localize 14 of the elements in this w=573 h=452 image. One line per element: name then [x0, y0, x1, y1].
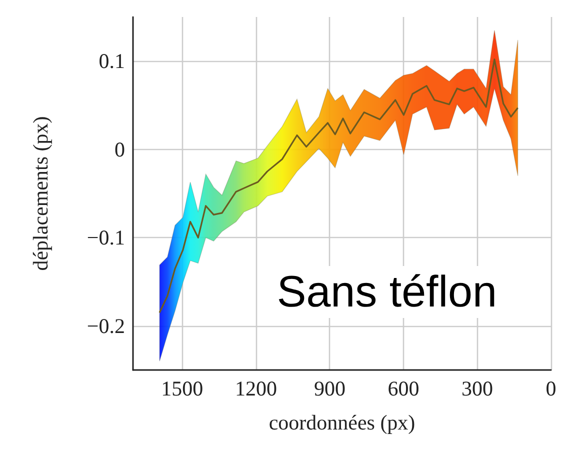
y-tick-label: 0	[114, 137, 125, 162]
y-tick-label: −0.2	[86, 314, 125, 338]
y-axis-title: déplacements (px)	[28, 116, 52, 271]
x-tick-label: 900	[314, 376, 346, 400]
line-series	[158, 58, 519, 314]
y-tick-label: −0.1	[86, 226, 125, 250]
x-tick-label: 1500	[161, 376, 204, 400]
annotation: Sans téflon	[276, 268, 498, 316]
x-tick-label: 300	[461, 376, 493, 400]
x-axis-title: coordonnées (px)	[268, 410, 416, 434]
x-tick-label: 1200	[234, 376, 277, 400]
y-tick-label: 0.1	[98, 49, 125, 74]
x-tick-label: 0	[546, 376, 556, 400]
x-tick-label: 600	[388, 376, 420, 400]
